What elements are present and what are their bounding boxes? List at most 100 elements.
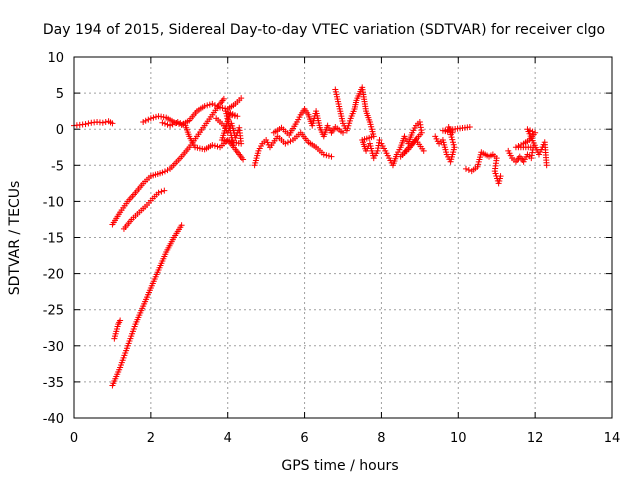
series-track-rising-upper (109, 95, 227, 228)
data-point (209, 100, 216, 107)
data-point (323, 152, 330, 159)
data-point (214, 143, 221, 150)
data-point (85, 120, 92, 127)
x-axis-label: GPS time / hours (281, 458, 398, 474)
y-axis-label: SDTVAR / TECUs (7, 181, 23, 296)
series-track-11-12h (505, 126, 550, 169)
data-point (376, 137, 383, 144)
data-point (451, 144, 458, 151)
data-point (147, 115, 154, 122)
data-point (109, 120, 116, 127)
data-point (159, 169, 166, 176)
series-track-flat-start (71, 118, 116, 129)
data-point (152, 113, 159, 120)
data-point (211, 102, 218, 109)
data-point (214, 103, 221, 110)
data-point (161, 187, 168, 194)
data-point (178, 222, 185, 229)
plot-frame (73, 56, 613, 419)
data-point (172, 120, 179, 127)
y-tick-label: -25 (43, 304, 64, 319)
data-point (99, 119, 106, 126)
data-point (206, 101, 213, 108)
data-point (145, 116, 152, 123)
data-point (117, 317, 124, 324)
data-point (164, 167, 171, 174)
y-tick-label: -30 (43, 340, 64, 355)
series-track-9-10h (432, 124, 473, 165)
series-track-rising-steep (109, 222, 185, 389)
x-tick-label: 6 (300, 431, 308, 446)
data-point (201, 103, 208, 110)
data-point (518, 141, 525, 148)
data-point (159, 119, 166, 126)
x-tick-label: 14 (604, 431, 621, 446)
y-tick-label: 5 (56, 87, 64, 102)
series-track-8-9h (378, 118, 427, 169)
data-point (158, 188, 165, 195)
y-tick-label: -35 (43, 376, 64, 391)
x-tick-label: 2 (147, 431, 155, 446)
data-points (71, 84, 550, 389)
data-point (82, 121, 89, 128)
data-point (142, 117, 149, 124)
data-point (284, 139, 291, 146)
data-point (174, 118, 181, 125)
data-point (140, 118, 147, 125)
x-tick-label: 4 (224, 431, 232, 446)
data-point (282, 140, 289, 147)
data-point (462, 165, 469, 172)
data-point (328, 153, 335, 160)
x-tick-label: 8 (377, 431, 385, 446)
y-tick-label: -40 (43, 412, 64, 427)
data-point (532, 129, 539, 136)
data-point (220, 95, 227, 102)
data-point (211, 142, 218, 149)
series-track-7-8h (332, 84, 383, 162)
data-point (179, 121, 186, 128)
data-point (543, 162, 550, 169)
x-tick-label: 0 (70, 431, 78, 446)
x-tick-label: 12 (527, 431, 544, 446)
data-point (287, 138, 294, 145)
data-point (164, 121, 171, 128)
data-point (320, 151, 327, 158)
y-tick-label: 10 (47, 51, 64, 66)
data-point (161, 120, 168, 127)
data-point (204, 102, 211, 109)
data-point (448, 134, 455, 141)
data-point (512, 144, 519, 151)
y-tick-label: -10 (43, 195, 64, 210)
data-point (497, 173, 504, 180)
data-point (177, 120, 184, 127)
y-tick-label: -5 (51, 159, 64, 174)
data-point (449, 136, 456, 143)
series-track-steep-offshoot (111, 317, 124, 342)
data-point (240, 156, 247, 163)
series-track-rising-middle (120, 187, 168, 232)
data-point (150, 114, 157, 121)
data-point (169, 121, 176, 128)
y-tick-label: -20 (43, 268, 64, 283)
series-track-10-11h (462, 149, 504, 187)
data-point (155, 189, 162, 196)
y-tick-label: 0 (56, 123, 64, 138)
axes: 0 2 4 6 8 10 12 14 10 5 0 -5 -10 -15 -20 -25 -30 -35 -40 (43, 51, 621, 446)
chart-title: Day 194 of 2015, Sidereal Day-to-day VTE… (43, 22, 605, 38)
data-point (466, 124, 473, 131)
data-point (230, 142, 237, 149)
x-tick-label: 10 (450, 431, 467, 446)
data-point (325, 152, 332, 159)
series-track-5-7h (251, 129, 335, 169)
series-track-scatter-4h (213, 108, 245, 149)
data-point (515, 143, 522, 150)
data-point (420, 147, 427, 154)
data-point (209, 142, 216, 149)
data-point (450, 141, 457, 148)
data-point (167, 122, 174, 129)
data-point (340, 129, 346, 136)
series-track-5-7h-upper (270, 105, 346, 140)
data-point (450, 139, 457, 146)
data-point (238, 95, 245, 102)
